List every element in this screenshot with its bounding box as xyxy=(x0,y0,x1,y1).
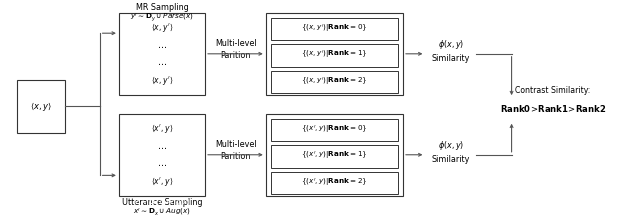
Text: MR Sampling: MR Sampling xyxy=(136,3,188,12)
Text: $\{(x, y^\prime)|\mathbf{Rank}=1\}$: $\{(x, y^\prime)|\mathbf{Rank}=1\}$ xyxy=(301,49,368,62)
FancyBboxPatch shape xyxy=(266,13,403,95)
FancyBboxPatch shape xyxy=(119,13,205,95)
FancyBboxPatch shape xyxy=(271,44,398,67)
Text: Parition: Parition xyxy=(221,152,251,161)
FancyBboxPatch shape xyxy=(271,71,398,93)
Text: Parition: Parition xyxy=(221,51,251,60)
Text: $\cdots$: $\cdots$ xyxy=(157,41,167,50)
Text: $x^\prime\sim\mathbf{D}_x\cup \mathit{Aug}(x)$: $x^\prime\sim\mathbf{D}_x\cup \mathit{Au… xyxy=(133,207,191,218)
Text: Multi-level: Multi-level xyxy=(215,39,257,48)
Text: $\{(x^\prime, y)|\mathbf{Rank}=0\}$: $\{(x^\prime, y)|\mathbf{Rank}=0\}$ xyxy=(301,124,368,136)
Text: $\mathbf{Rank0}\!>\!\mathbf{Rank1}\!>\!\mathbf{Rank2}$: $\mathbf{Rank0}\!>\!\mathbf{Rank1}\!>\!\… xyxy=(500,103,606,114)
Text: Similarity: Similarity xyxy=(432,155,470,164)
Text: $x^\prime\sim\mathbf{D}_x\cup \mathit{Aug}(x)$: $x^\prime\sim\mathbf{D}_x\cup \mathit{Au… xyxy=(133,198,191,209)
Text: $\cdots$: $\cdots$ xyxy=(157,142,167,151)
Text: Similarity: Similarity xyxy=(432,55,470,64)
Text: $\phi(x, y)$: $\phi(x, y)$ xyxy=(438,139,464,152)
Text: $\langle x^\prime, y\rangle$: $\langle x^\prime, y\rangle$ xyxy=(151,122,173,135)
FancyBboxPatch shape xyxy=(271,18,398,40)
Text: $\{(x^\prime, y)|\mathbf{Rank}=2\}$: $\{(x^\prime, y)|\mathbf{Rank}=2\}$ xyxy=(301,177,368,189)
Text: Multi-level: Multi-level xyxy=(215,140,257,149)
FancyBboxPatch shape xyxy=(271,145,398,168)
Text: $\{(x^\prime, y)|\mathbf{Rank}=1\}$: $\{(x^\prime, y)|\mathbf{Rank}=1\}$ xyxy=(301,150,368,162)
Text: $\phi(x, y)$: $\phi(x, y)$ xyxy=(438,38,464,51)
Text: Contrast Similarity:: Contrast Similarity: xyxy=(515,86,591,95)
FancyBboxPatch shape xyxy=(17,79,65,133)
FancyBboxPatch shape xyxy=(266,114,403,196)
Text: $y^\prime\sim\mathbf{D}_y\cup \mathit{Parse}(x)$: $y^\prime\sim\mathbf{D}_y\cup \mathit{Pa… xyxy=(130,12,194,24)
Text: $\langle x, y^\prime\rangle$: $\langle x, y^\prime\rangle$ xyxy=(151,74,173,87)
Text: $\langle x, y^\prime\rangle$: $\langle x, y^\prime\rangle$ xyxy=(151,21,173,34)
Text: $\cdots$: $\cdots$ xyxy=(157,58,167,67)
Text: $\langle x, y\rangle$: $\langle x, y\rangle$ xyxy=(29,100,52,113)
Text: Utterance Sampling: Utterance Sampling xyxy=(122,198,202,207)
FancyBboxPatch shape xyxy=(271,172,398,194)
Text: $\cdots$: $\cdots$ xyxy=(157,159,167,168)
FancyBboxPatch shape xyxy=(119,114,205,196)
FancyBboxPatch shape xyxy=(271,118,398,141)
Text: $\{(x, y^\prime)|\mathbf{Rank}=2\}$: $\{(x, y^\prime)|\mathbf{Rank}=2\}$ xyxy=(301,76,368,88)
Text: $\{(x, y^\prime)|\mathbf{Rank}=0\}$: $\{(x, y^\prime)|\mathbf{Rank}=0\}$ xyxy=(301,23,368,35)
Text: $\langle x^\prime, y\rangle$: $\langle x^\prime, y\rangle$ xyxy=(151,175,173,188)
